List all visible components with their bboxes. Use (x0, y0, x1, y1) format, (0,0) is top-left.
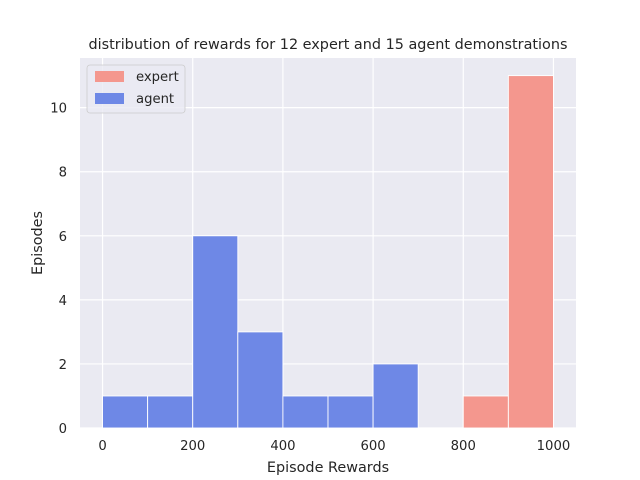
bar-agent (237, 331, 284, 429)
y-tick-label: 2 (59, 358, 67, 373)
y-axis-label: Episodes (30, 211, 46, 275)
plot-area-background (80, 58, 576, 428)
y-tick-label: 10 (50, 102, 67, 117)
x-tick-label: 600 (361, 439, 386, 454)
y-tick-label: 6 (59, 230, 67, 245)
x-axis-label: Episode Rewards (267, 460, 389, 476)
bar-agent (327, 395, 374, 429)
y-tick-label: 8 (59, 166, 67, 181)
x-tick-label: 200 (180, 439, 205, 454)
legend-swatch-expert (95, 71, 124, 82)
x-tick-label: 800 (451, 439, 476, 454)
y-axis-ticks: 0 2 4 6 8 10 (50, 102, 67, 437)
bar-agent (372, 363, 419, 429)
bar-agent (192, 235, 239, 429)
x-tick-label: 0 (98, 439, 106, 454)
bars (102, 75, 554, 429)
bar-expert (507, 75, 554, 429)
bar-agent (282, 395, 329, 429)
bar-agent (102, 395, 149, 429)
y-tick-label: 4 (59, 294, 67, 309)
bar-expert (462, 395, 509, 429)
x-tick-label: 1000 (537, 439, 571, 454)
y-tick-label: 0 (59, 422, 67, 437)
bar-agent (147, 395, 194, 429)
x-axis-ticks: 0 200 400 600 800 1000 (98, 439, 570, 454)
x-tick-label: 400 (270, 439, 295, 454)
chart-title: distribution of rewards for 12 expert an… (89, 37, 568, 53)
legend: expert agent (86, 64, 186, 114)
legend-label-expert: expert (136, 70, 179, 85)
legend-label-agent: agent (136, 92, 174, 107)
legend-swatch-agent (95, 93, 124, 104)
